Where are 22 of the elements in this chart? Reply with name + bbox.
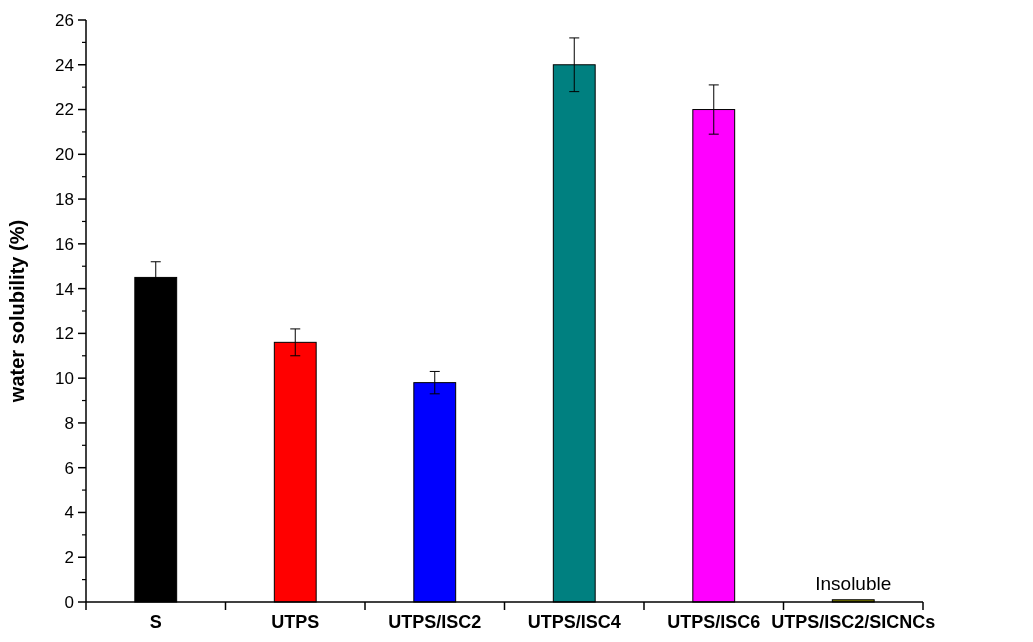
annotation: Insoluble xyxy=(815,572,892,594)
y-tick-label: 22 xyxy=(55,100,74,120)
y-tick-label: 6 xyxy=(64,458,74,478)
y-tick-label: 12 xyxy=(55,324,74,344)
x-tick-label: UTPS xyxy=(271,612,320,632)
y-tick-label: 14 xyxy=(55,279,74,299)
y-tick-label: 24 xyxy=(55,55,74,75)
y-tick-label: 18 xyxy=(55,190,74,210)
x-tick-label: UTPS/ISC2 xyxy=(388,612,482,632)
y-tick-label: 4 xyxy=(64,503,74,523)
x-tick-label: UTPS/ISC6 xyxy=(667,612,761,632)
y-tick-label: 0 xyxy=(64,592,74,612)
y-tick-label: 10 xyxy=(55,369,74,389)
y-axis-title: water solubility (%) xyxy=(6,219,28,404)
x-tick-label: S xyxy=(149,612,162,632)
y-tick-label: 8 xyxy=(64,413,74,433)
y-tick-label: 26 xyxy=(55,10,74,30)
x-tick-label: UTPS/ISC2/SICNCs xyxy=(771,612,936,632)
y-tick-label: 16 xyxy=(55,234,74,254)
y-tick-label: 2 xyxy=(64,548,74,568)
y-tick-label: 20 xyxy=(55,145,74,165)
x-tick-label: UTPS/ISC4 xyxy=(527,612,621,632)
